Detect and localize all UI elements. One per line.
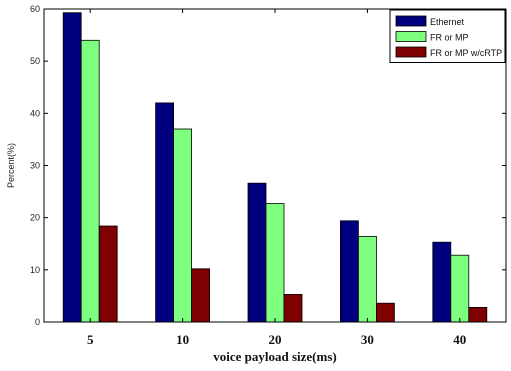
y-tick-label: 60	[30, 4, 40, 14]
y-tick-label: 0	[35, 317, 40, 327]
legend: Ethernet FR or MP FR or MP w/cRTP	[389, 9, 506, 63]
bar-fr-or-mp-w-crtp-30	[375, 302, 395, 323]
legend-swatch	[395, 15, 427, 27]
bar-ethernet-10	[155, 102, 175, 323]
y-axis-label: Percent(%)	[6, 143, 16, 188]
bar-ethernet-30	[339, 220, 359, 323]
bar-fr-or-mp-30	[357, 235, 377, 323]
bars-layer	[62, 12, 488, 323]
legend-label: FR or MP w/cRTP	[430, 48, 502, 58]
bar-fr-or-mp-40	[450, 254, 470, 323]
y-tick-label: 40	[30, 108, 40, 118]
y-tick-label: 30	[30, 161, 40, 171]
x-tick-label: 20	[269, 332, 282, 347]
bar-fr-or-mp-10	[173, 128, 193, 323]
legend-swatch	[395, 31, 427, 42]
x-tick-label: 40	[453, 332, 466, 347]
x-axis: 5 10 20 30 40	[87, 9, 466, 347]
y-axis: 0 10 20 30 40 50 60	[30, 4, 506, 327]
bar-fr-or-mp-20	[265, 203, 285, 323]
y-tick-label: 10	[30, 265, 40, 275]
x-tick-label: 5	[87, 332, 94, 347]
y-tick-label: 20	[30, 213, 40, 223]
y-tick-label: 50	[30, 56, 40, 66]
bar-fr-or-mp-w-crtp-40	[468, 306, 488, 323]
bar-ethernet-20	[247, 182, 267, 323]
x-tick-label: 30	[361, 332, 374, 347]
legend-label: Ethernet	[430, 17, 465, 27]
x-tick-label: 10	[176, 332, 189, 347]
bar-fr-or-mp-w-crtp-5	[98, 225, 118, 323]
bar-fr-or-mp-w-crtp-20	[283, 293, 303, 323]
bar-fr-or-mp-w-crtp-10	[191, 268, 211, 323]
bar-ethernet-5	[62, 12, 82, 323]
bar-fr-or-mp-5	[80, 39, 100, 323]
legend-label: FR or MP	[430, 33, 469, 43]
x-axis-label: voice payload size(ms)	[213, 349, 336, 364]
legend-swatch	[395, 46, 427, 58]
bar-ethernet-40	[432, 241, 452, 323]
